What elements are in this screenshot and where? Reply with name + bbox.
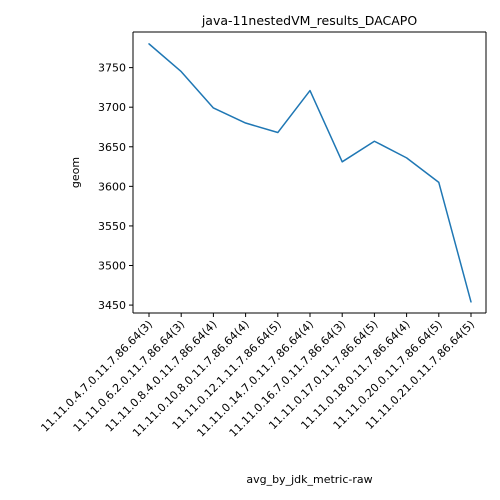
plot-area [133,32,486,313]
data-point [148,42,151,45]
y-tick-label: 3650 [98,141,126,154]
data-point [373,140,376,143]
x-axis-ticks: 11.11.0.4.7.0.11.7.86.64(3)11.11.0.6.2.0… [38,313,477,440]
y-axis-ticks: 3450 3500 3550 3600 3650 3700 3750 [98,62,133,312]
series-layer [148,42,473,303]
x-axis-label: avg_by_jdk_metric-raw [246,473,372,486]
data-point [244,122,247,125]
data-point [437,181,440,184]
data-point [212,106,215,109]
plot-frame [132,31,487,314]
y-tick-label: 3500 [98,260,126,273]
y-tick-label: 3750 [98,62,126,75]
y-tick-label: 3600 [98,180,126,193]
data-point [180,70,183,73]
y-tick-label: 3550 [98,220,126,233]
y-tick-label: 3700 [98,101,126,114]
data-point [341,160,344,163]
series-line [148,43,472,303]
chart-title: java-11nestedVM_results_DACAPO [201,13,418,28]
data-point [276,131,279,134]
y-tick-label: 3450 [98,299,126,312]
data-point [405,156,408,159]
y-axis-label: geom [69,157,82,188]
data-point [309,89,312,92]
data-point [470,300,473,303]
